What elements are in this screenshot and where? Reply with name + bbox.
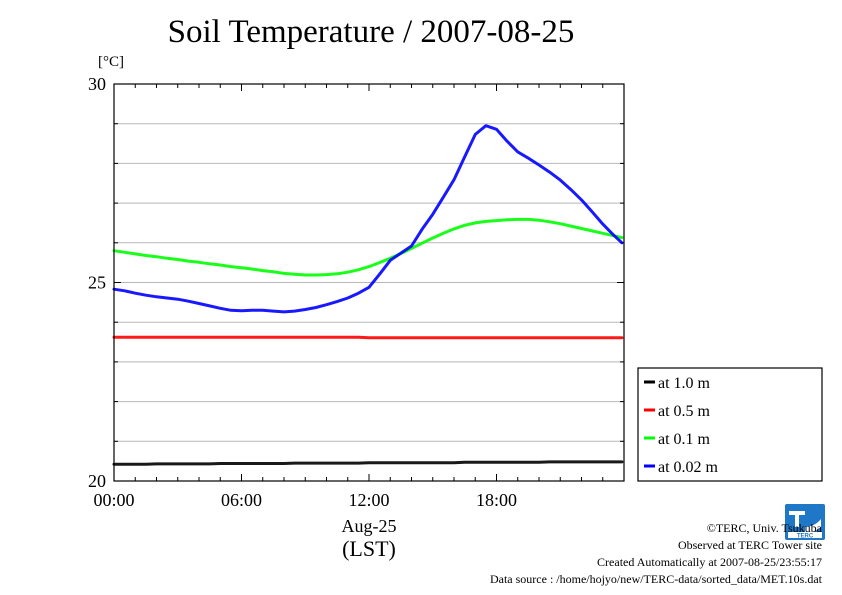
copyright-text: ©TERC, Univ. Tsukuba [706, 521, 822, 535]
credits-block: ©TERC, Univ. Tsukuba Observed at TERC To… [490, 520, 822, 588]
series-line-at-1-0-m [112, 460, 624, 466]
y-tick-label: 30 [88, 74, 106, 94]
plot-frame [113, 83, 625, 482]
x-tick-label: 06:00 [221, 490, 262, 510]
terc-logo: TERC [784, 503, 826, 541]
site-text: Observed at TERC Tower site [677, 538, 822, 552]
x-tick-label: 00:00 [93, 490, 134, 510]
legend-entry: at 0.5 m [658, 403, 711, 420]
series-line-at-0-02-m [112, 124, 624, 314]
logo-wordmark: TERC [797, 534, 814, 540]
created-text: Created Automatically at 2007-08-25/23:5… [597, 555, 822, 569]
x-tick-label: 18:00 [476, 490, 517, 510]
data-source-text: Data source : /home/hojyo/new/TERC-data/… [489, 572, 822, 586]
legend-entry: at 0.1 m [658, 431, 711, 448]
y-tick-label: 20 [88, 471, 106, 491]
y-tick-label: 25 [88, 273, 106, 293]
x-tick-label: 12:00 [348, 490, 389, 510]
series-line-at-0-1-m [112, 217, 624, 277]
x-axis-timezone-label: (LST) [342, 536, 396, 561]
y-axis-unit: [°C] [98, 54, 124, 70]
chart-title: Soil Temperature / 2007-08-25 [167, 14, 575, 50]
legend-box [637, 367, 823, 482]
legend-entry: at 1.0 m [658, 375, 711, 392]
legend-entry: at 0.02 m [658, 459, 719, 476]
x-axis-date-label: Aug-25 [341, 516, 397, 536]
